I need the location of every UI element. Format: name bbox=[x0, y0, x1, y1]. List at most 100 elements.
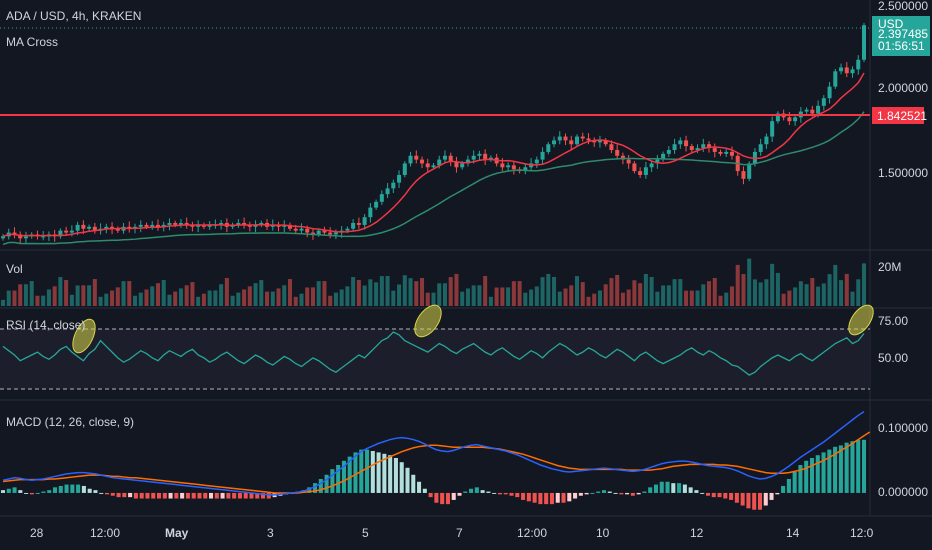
time-label-3: 3 bbox=[267, 526, 274, 540]
candle bbox=[328, 227, 333, 239]
candle bbox=[322, 226, 327, 236]
volume-bar bbox=[534, 286, 539, 306]
volume-bar bbox=[178, 288, 183, 306]
volume-series bbox=[0, 258, 867, 306]
macd-hist-bar bbox=[769, 492, 774, 500]
candle bbox=[701, 138, 706, 152]
volume-bar bbox=[201, 293, 206, 306]
macd-hist-bar bbox=[76, 484, 81, 493]
candle bbox=[356, 217, 361, 229]
candle bbox=[580, 132, 585, 142]
volume-bar bbox=[362, 285, 367, 306]
candle bbox=[615, 144, 620, 160]
candle bbox=[597, 135, 602, 148]
macd-hist-bar bbox=[717, 492, 722, 498]
candle bbox=[638, 167, 643, 179]
volume-label[interactable]: Vol bbox=[6, 262, 23, 276]
volume-bar bbox=[707, 281, 712, 306]
candle bbox=[155, 219, 160, 231]
candle bbox=[465, 155, 470, 167]
volume-bar bbox=[511, 281, 516, 306]
macd-hist-bar bbox=[469, 488, 474, 493]
volume-bar bbox=[224, 278, 229, 306]
volume-bar bbox=[196, 296, 201, 306]
volume-bar bbox=[643, 273, 648, 306]
volume-bar bbox=[310, 287, 315, 306]
macd-hist-bar bbox=[723, 492, 728, 499]
candle bbox=[775, 111, 780, 124]
macd-hist-bar bbox=[110, 492, 115, 496]
rsi-label[interactable]: RSI (14, close) bbox=[6, 318, 85, 332]
volume-bar bbox=[477, 285, 482, 306]
macd-signal-line[interactable] bbox=[2, 431, 871, 494]
rsi-line[interactable] bbox=[2, 331, 865, 376]
time-label-5: 5 bbox=[362, 526, 369, 540]
macd-hist-bar bbox=[607, 491, 612, 493]
volume-bar bbox=[672, 279, 677, 306]
macd-label[interactable]: MACD (12, 26, close, 9) bbox=[6, 415, 134, 429]
macd-hist-bar bbox=[370, 451, 375, 493]
macd-hist-bar bbox=[694, 490, 699, 493]
volume-bar bbox=[110, 290, 115, 306]
candle bbox=[402, 161, 407, 178]
rsi-highlight-2[interactable] bbox=[409, 301, 446, 342]
macd-hist-bar bbox=[833, 446, 838, 493]
volume-bar bbox=[236, 292, 241, 306]
candle bbox=[718, 149, 723, 157]
macd-hist-bar bbox=[486, 491, 491, 493]
volume-bar bbox=[293, 296, 298, 306]
volume-bar bbox=[64, 280, 69, 306]
volume-bar bbox=[213, 290, 218, 306]
symbol-title[interactable]: ADA / USD, 4h, KRAKEN bbox=[6, 9, 141, 23]
volume-bar bbox=[506, 287, 511, 306]
volume-bar bbox=[661, 285, 666, 306]
price-tick-1-5: 1.500000 bbox=[878, 166, 928, 180]
rsi-highlight-3[interactable] bbox=[844, 301, 878, 339]
ma-fast-line[interactable] bbox=[2, 72, 865, 238]
indicator-label-ma-cross[interactable]: MA Cross bbox=[6, 35, 58, 49]
volume-bar bbox=[345, 286, 350, 306]
volume-bar bbox=[563, 288, 568, 306]
candle bbox=[649, 160, 654, 172]
macd-hist-bar bbox=[752, 492, 757, 510]
volume-bar bbox=[299, 293, 304, 306]
volume-bar bbox=[167, 294, 172, 306]
macd-hist-bar bbox=[318, 478, 323, 493]
macd-hist-bar bbox=[336, 464, 341, 493]
candle bbox=[483, 149, 488, 165]
volume-bar bbox=[546, 273, 551, 306]
macd-hist-bar bbox=[567, 492, 572, 502]
candle bbox=[351, 219, 356, 232]
macd-hist-bar bbox=[209, 492, 214, 499]
macd-hist-bar bbox=[682, 484, 687, 493]
macd-line[interactable] bbox=[2, 410, 865, 496]
volume-bar bbox=[92, 279, 97, 306]
macd-hist-bar bbox=[139, 492, 144, 499]
volume-bar bbox=[385, 276, 390, 306]
macd-hist-bar bbox=[41, 491, 46, 493]
candle bbox=[167, 218, 172, 231]
macd-hist-bar bbox=[243, 492, 248, 499]
rsi-highlight-1[interactable] bbox=[68, 316, 100, 356]
volume-bar bbox=[569, 285, 574, 306]
macd-hist-bar bbox=[821, 452, 826, 493]
macd-hist-bar bbox=[636, 492, 641, 495]
volume-bar bbox=[483, 276, 488, 306]
macd-hist-bar bbox=[665, 481, 670, 493]
time-label-12-00-a: 12:00 bbox=[90, 526, 120, 540]
volume-bar bbox=[339, 289, 344, 306]
volume-bar bbox=[75, 285, 80, 306]
candle bbox=[546, 141, 551, 155]
macd-hist-bar bbox=[613, 492, 618, 494]
volume-bar bbox=[121, 281, 126, 306]
macd-hist-bar bbox=[226, 492, 231, 499]
candle bbox=[196, 220, 201, 233]
macd-hist-bar bbox=[838, 445, 843, 493]
ma-slow-line[interactable] bbox=[2, 111, 865, 246]
macd-hist-bar bbox=[659, 481, 664, 493]
macd-hist-bar bbox=[249, 492, 254, 499]
candle bbox=[92, 222, 97, 234]
candle bbox=[695, 144, 700, 154]
volume-bar bbox=[712, 278, 717, 306]
